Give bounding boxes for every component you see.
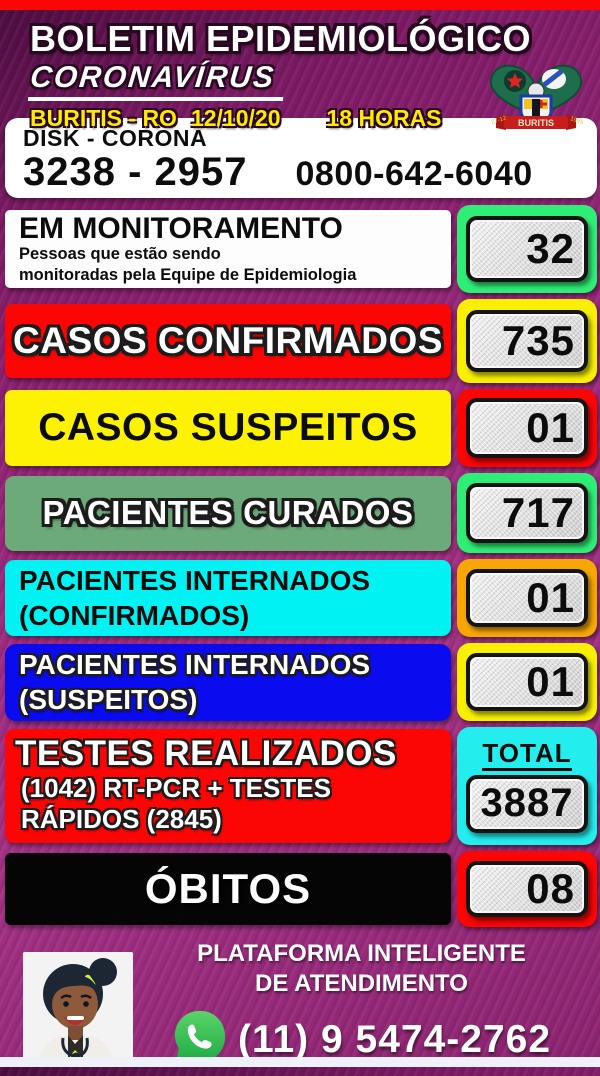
row-casos-confirmados: CASOS CONFIRMADOS 735 (5, 299, 597, 383)
suspeitos-value: 01 (466, 398, 588, 458)
nurse-avatar (23, 951, 133, 1064)
internados-confirmados-value: 01 (466, 569, 588, 627)
row-testes-realizados: TESTES REALIZADOS (1042) RT-PCR + TESTES… (5, 727, 597, 845)
curados-value-badge: 717 (457, 473, 597, 553)
header: BOLETIM EPIDEMIOLÓGICO CORONAVÍRUS BURIT… (0, 10, 600, 131)
suspeitos-label: CASOS SUSPEITOS (38, 406, 418, 449)
svg-text:27-12: 27-12 (491, 115, 508, 126)
internados-confirmados-line2: (CONFIRMADOS) (19, 600, 250, 631)
internados-confirmados-line1: PACIENTES INTERNADOS (19, 565, 371, 596)
testes-title: TESTES REALIZADOS (15, 734, 397, 774)
curados-label: PACIENTES CURADOS (42, 494, 414, 531)
svg-text:BURITIS: BURITIS (518, 118, 554, 128)
local-phone-number: 3238 - 2957 (23, 150, 248, 194)
phone-numbers: 3238 - 2957 0800-642-6040 (23, 150, 583, 195)
curados-label-box: PACIENTES CURADOS (5, 475, 451, 551)
phone-card: DISK - CORONA 3238 - 2957 0800-642-6040 (5, 118, 597, 198)
monitoramento-label-box: EM MONITORAMENTO Pessoas que estão sendo… (5, 210, 451, 288)
row-internados-confirmados: PACIENTES INTERNADOS (CONFIRMADOS) 01 (5, 559, 597, 637)
whatsapp-row: (11) 9 5474-2762 (133, 1009, 590, 1070)
row-monitoramento: EM MONITORAMENTO Pessoas que estão sendo… (5, 205, 597, 293)
obitos-label: ÓBITOS (144, 865, 312, 912)
curados-value: 717 (466, 483, 588, 543)
row-pacientes-curados: PACIENTES CURADOS 717 (5, 473, 597, 553)
location-label: BURITIS - RO (30, 105, 177, 131)
platform-line-1: PLATAFORMA INTELIGENTE (197, 940, 526, 967)
internados-confirmados-value-badge: 01 (457, 559, 597, 637)
monitoramento-value-badge: 32 (457, 205, 597, 293)
date-label: 12/10/20 (190, 105, 281, 131)
confirmados-label-box: CASOS CONFIRMADOS (5, 304, 451, 378)
platform-line-2: DE ATENDIMENTO (255, 970, 468, 997)
disk-corona-label: DISK - CORONA (23, 125, 208, 151)
internados-suspeitos-line2: (SUSPEITOS) (19, 684, 198, 715)
obitos-label-box: ÓBITOS (5, 853, 451, 925)
monitoramento-subtitle-2: monitoradas pela Equipe de Epidemiologia (19, 265, 357, 284)
page-title: BOLETIM EPIDEMIOLÓGICO (30, 18, 532, 59)
tollfree-phone-number: 0800-642-6040 (295, 155, 533, 193)
row-casos-suspeitos: CASOS SUSPEITOS 01 (5, 389, 597, 467)
internados-suspeitos-value-badge: 01 (457, 643, 597, 721)
whatsapp-icon (172, 1009, 228, 1070)
testes-detail-2: RÁPIDOS (2845) (21, 804, 222, 835)
monitoramento-subtitle-1: Pessoas que estão sendo (19, 245, 221, 264)
testes-label-box: TESTES REALIZADOS (1042) RT-PCR + TESTES… (5, 729, 451, 843)
testes-total-badge: TOTAL 3887 (457, 727, 597, 845)
location-date-line: BURITIS - RO 12/10/20 18 HORAS (30, 105, 600, 132)
row-obitos: ÓBITOS 08 (5, 851, 597, 927)
internados-suspeitos-label-box: PACIENTES INTERNADOS (SUSPEITOS) (5, 643, 451, 721)
footer: PLATAFORMA INTELIGENTE DE ATENDIMENTO (1… (0, 933, 600, 1076)
time-label: 18 HORAS (326, 105, 442, 131)
confirmados-value-badge: 735 (457, 299, 597, 383)
whatsapp-number: (11) 9 5474-2762 (237, 1017, 552, 1061)
monitoramento-title: EM MONITORAMENTO (19, 211, 343, 245)
buritis-coat-of-arms-icon: BURITIS 27-12 1995 (480, 58, 592, 144)
page-subtitle: CORONAVÍRUS (27, 60, 287, 101)
confirmados-label: CASOS CONFIRMADOS (13, 320, 443, 361)
confirmados-value: 735 (466, 310, 588, 372)
footer-right: PLATAFORMA INTELIGENTE DE ATENDIMENTO (1… (133, 939, 590, 1076)
row-internados-suspeitos: PACIENTES INTERNADOS (SUSPEITOS) 01 (5, 643, 597, 721)
internados-confirmados-label-box: PACIENTES INTERNADOS (CONFIRMADOS) (5, 560, 451, 636)
internados-suspeitos-value: 01 (466, 653, 588, 711)
stat-rows: EM MONITORAMENTO Pessoas que estão sendo… (0, 205, 600, 927)
svg-text:1995: 1995 (569, 116, 584, 126)
testes-total-value: 3887 (466, 774, 588, 833)
bottom-light-strip (0, 1057, 600, 1067)
obitos-value: 08 (466, 861, 588, 917)
top-red-bar (0, 0, 600, 10)
internados-suspeitos-line1: PACIENTES INTERNADOS (19, 649, 371, 680)
suspeitos-label-box: CASOS SUSPEITOS (5, 390, 451, 466)
testes-detail-1: (1042) RT-PCR + TESTES (21, 773, 331, 804)
testes-total-label: TOTAL (482, 739, 572, 771)
monitoramento-value: 32 (466, 216, 588, 282)
suspeitos-value-badge: 01 (457, 389, 597, 467)
obitos-value-badge: 08 (457, 851, 597, 927)
